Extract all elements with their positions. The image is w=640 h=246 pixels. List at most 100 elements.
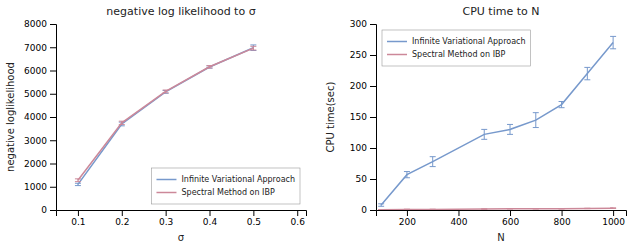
series [75, 46, 256, 181]
tick: 600 [502, 210, 519, 227]
tick-label: 1000 [602, 217, 625, 227]
error-bar [430, 209, 436, 210]
tick: 300 [350, 19, 376, 29]
tick: 0.1 [71, 210, 85, 227]
tick: 8000 [24, 19, 56, 29]
axis-line [370, 25, 377, 211]
tick-label: 5000 [24, 89, 47, 99]
legend-label: Spectral Method on IBP [181, 188, 274, 197]
error-bar [610, 36, 616, 48]
tick: 1000 [24, 182, 56, 192]
tick-mark [50, 24, 56, 25]
error-bar [481, 129, 487, 139]
legend-item: Infinite Variational Approach [387, 37, 526, 46]
error-bar [584, 67, 590, 79]
line [381, 208, 613, 210]
tick: 4000 [24, 112, 56, 122]
plot-area [75, 45, 256, 186]
legend: Infinite Variational Approach Spectral Me… [151, 168, 300, 204]
error-bar [75, 183, 81, 185]
tick: 200 [399, 210, 416, 227]
line [381, 43, 613, 205]
tick-label: 0.1 [71, 217, 85, 227]
tick-mark [78, 210, 79, 216]
error-bar [610, 207, 616, 209]
error-bar [430, 157, 436, 167]
tick-mark [50, 210, 56, 211]
tick-label: 8000 [24, 19, 47, 29]
error-bar [533, 208, 539, 209]
error-bar [559, 208, 565, 209]
error-bar [250, 45, 256, 51]
title: CPU time to N [463, 5, 540, 18]
tick-mark [166, 210, 167, 216]
tick-label: 3000 [24, 136, 47, 146]
error-bar [584, 208, 590, 209]
title: negative log likelihood to σ [106, 5, 255, 18]
axis-line [50, 25, 57, 211]
tick-label: 250 [350, 50, 367, 60]
error-bar [507, 208, 513, 209]
tick-label: 0 [41, 205, 47, 215]
legend-label: Infinite Variational Approach [412, 37, 526, 46]
line [78, 48, 253, 180]
legend-item: Spectral Method on IBP [156, 188, 274, 197]
tick-label: 400 [450, 217, 467, 227]
tick-label: 600 [502, 217, 519, 227]
tick: 2000 [24, 159, 56, 169]
tick-label: 0.2 [115, 217, 129, 227]
error-bar [119, 121, 125, 124]
x-axis: 200 400 600 800 1000 [377, 210, 627, 227]
tick: 200 [350, 81, 376, 91]
legend-label: Infinite Variational Approach [181, 175, 295, 184]
tick-mark [370, 210, 376, 211]
tick-label: 800 [553, 217, 570, 227]
tick-mark [50, 117, 56, 118]
tick-mark [210, 210, 211, 216]
tick: 0 [41, 205, 56, 215]
tick-label: 0.6 [291, 217, 306, 227]
tick-label: 200 [350, 81, 367, 91]
legend-swatch [156, 192, 176, 194]
tick-label: 7000 [24, 43, 47, 53]
tick: 250 [350, 50, 376, 60]
axis-line [377, 211, 627, 217]
error-bar [404, 172, 410, 178]
tick-label: 2000 [24, 159, 47, 169]
tick-label: 50 [356, 174, 368, 184]
error-bar [404, 209, 410, 210]
tick-mark [370, 55, 376, 56]
tick-label: 0.4 [203, 217, 218, 227]
panel: 200 400 600 800 1000 0 50 100 150 200 250 300 CPU ti… [325, 5, 627, 243]
tick-label: 100 [350, 143, 367, 153]
panel: 0.10.20.30.40.50.60100020003000400050006… [5, 5, 307, 243]
y-axis: 0 50 100 150 200 250 300 [350, 19, 377, 215]
line [78, 48, 253, 185]
tick-label: 300 [350, 19, 367, 29]
tick-mark [122, 210, 123, 216]
tick-mark [370, 179, 376, 180]
x-axis-title: N [497, 232, 504, 243]
error-bar [207, 66, 213, 68]
tick-mark [370, 117, 376, 118]
tick-label: 0.3 [159, 217, 173, 227]
tick-label: 0 [361, 205, 367, 215]
tick-mark [50, 71, 56, 72]
tick-mark [370, 148, 376, 149]
tick-mark [50, 164, 56, 165]
series [378, 208, 616, 210]
tick: 1000 [602, 210, 625, 227]
tick: 3000 [24, 136, 56, 146]
tick: 6000 [24, 66, 56, 76]
tick-mark [370, 24, 376, 25]
tick-mark [50, 187, 56, 188]
tick-mark [253, 210, 254, 216]
legend-frame [151, 168, 300, 204]
tick-label: 6000 [24, 66, 47, 76]
tick-label: 150 [350, 112, 367, 122]
tick: 50 [356, 174, 376, 184]
tick: 0.2 [115, 210, 129, 227]
legend-label: Spectral Method on IBP [412, 50, 505, 59]
error-bar [507, 124, 513, 134]
tick-label: 200 [399, 217, 416, 227]
